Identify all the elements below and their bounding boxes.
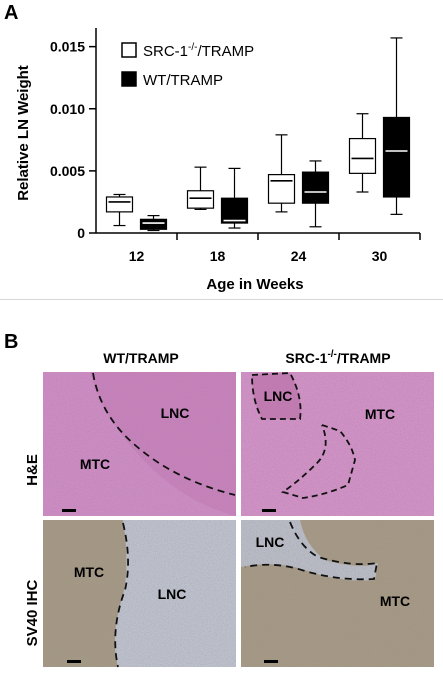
scale-bar	[262, 509, 276, 512]
x-tick-label: 18	[210, 248, 226, 264]
x-tick-label: 24	[291, 248, 307, 264]
boundary-line	[244, 521, 379, 581]
column-title-wt: WT/TRAMP	[103, 350, 178, 366]
x-axis-title: Age in Weeks	[206, 276, 303, 293]
panel-b-letter: B	[4, 331, 19, 353]
box	[382, 116, 411, 198]
y-axis-title: Relative LN Weight	[15, 65, 32, 201]
scale-bar	[67, 660, 81, 663]
legend-swatch-wt	[121, 71, 137, 87]
micrograph-ihc-wt: MTC LNC	[43, 520, 236, 668]
box	[348, 137, 377, 174]
box	[186, 190, 215, 209]
chart-legend: SRC-1-/-/TRAMP WT/TRAMP	[121, 42, 254, 89]
box	[267, 174, 296, 204]
column-title-src1: SRC-1-/-/TRAMP	[285, 349, 390, 366]
panel-a-letter: A	[4, 2, 19, 24]
chart-axes: 0 0.005 0.010 0.015 12 18 24 30	[50, 28, 421, 264]
label-lnc: LNC	[161, 405, 190, 421]
micrograph-he-src1: LNC MTC	[241, 372, 434, 516]
x-tick-label: 12	[129, 248, 145, 264]
box	[301, 171, 330, 204]
boundary-line	[251, 372, 302, 420]
box	[220, 197, 249, 224]
box-plot-chart: SRC-1-/-/TRAMP WT/TRAMP 0 0.005 0.010 0.015…	[15, 28, 421, 293]
box	[139, 218, 168, 230]
legend-label-wt: WT/TRAMP	[143, 72, 223, 89]
boundary-line	[114, 522, 129, 668]
label-mtc: MTC	[80, 456, 110, 472]
chart-boxes	[105, 37, 411, 232]
box	[105, 196, 134, 213]
label-lnc: LNC	[264, 388, 293, 404]
y-tick-label: 0.010	[50, 101, 85, 117]
boundary-line	[280, 424, 356, 499]
label-mtc: MTC	[74, 564, 104, 580]
label-lnc: LNC	[256, 534, 285, 550]
y-tick-label: 0	[77, 225, 85, 241]
row-label-sv40: SV40 IHC	[24, 579, 41, 646]
boundary-line	[92, 372, 236, 496]
x-tick-label: 30	[372, 248, 388, 264]
micrograph-he-wt: LNC MTC	[43, 372, 236, 516]
panel-separator	[0, 299, 443, 300]
label-lnc: LNC	[158, 586, 187, 602]
micrograph-ihc-src1: LNC MTC	[241, 520, 434, 667]
legend-label-src1: SRC-1-/-/TRAMP	[143, 42, 254, 60]
legend-swatch-src1	[121, 42, 137, 58]
micrograph-panel: WT/TRAMP SRC-1-/-/TRAMP H&E SV40 IHC LNC…	[24, 349, 434, 668]
scale-bar	[62, 509, 76, 512]
row-label-he: H&E	[24, 454, 41, 486]
y-tick-label: 0.005	[50, 163, 85, 179]
y-tick-label: 0.015	[50, 39, 85, 55]
label-mtc: MTC	[380, 593, 410, 609]
label-mtc: MTC	[365, 406, 395, 422]
scale-bar	[264, 660, 278, 663]
